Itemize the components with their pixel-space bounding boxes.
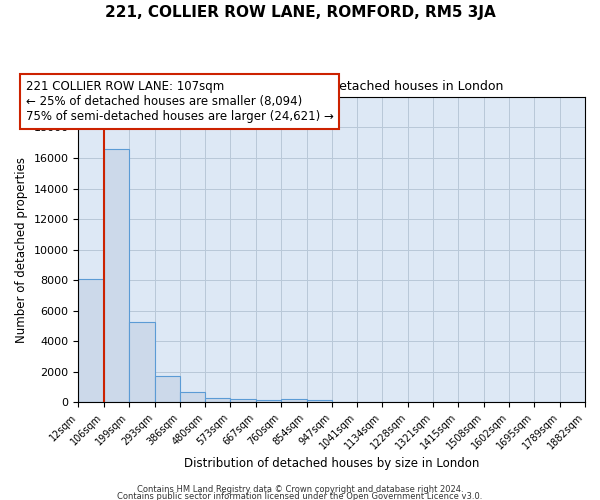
- Bar: [104, 149, 129, 403]
- Bar: [256, 400, 281, 402]
- Bar: [205, 398, 230, 402]
- Title: Size of property relative to detached houses in London: Size of property relative to detached ho…: [160, 80, 503, 93]
- Text: Contains public sector information licensed under the Open Government Licence v3: Contains public sector information licen…: [118, 492, 482, 500]
- Bar: [281, 400, 307, 402]
- Bar: [180, 392, 205, 402]
- Bar: [230, 400, 256, 402]
- Bar: [129, 322, 155, 402]
- Text: 221 COLLIER ROW LANE: 107sqm
← 25% of detached houses are smaller (8,094)
75% of: 221 COLLIER ROW LANE: 107sqm ← 25% of de…: [26, 80, 334, 123]
- Bar: [79, 278, 104, 402]
- Bar: [307, 400, 332, 402]
- Text: 221, COLLIER ROW LANE, ROMFORD, RM5 3JA: 221, COLLIER ROW LANE, ROMFORD, RM5 3JA: [104, 5, 496, 20]
- Text: Contains HM Land Registry data © Crown copyright and database right 2024.: Contains HM Land Registry data © Crown c…: [137, 486, 463, 494]
- Bar: [155, 376, 180, 402]
- Y-axis label: Number of detached properties: Number of detached properties: [15, 156, 28, 342]
- X-axis label: Distribution of detached houses by size in London: Distribution of detached houses by size …: [184, 457, 479, 470]
